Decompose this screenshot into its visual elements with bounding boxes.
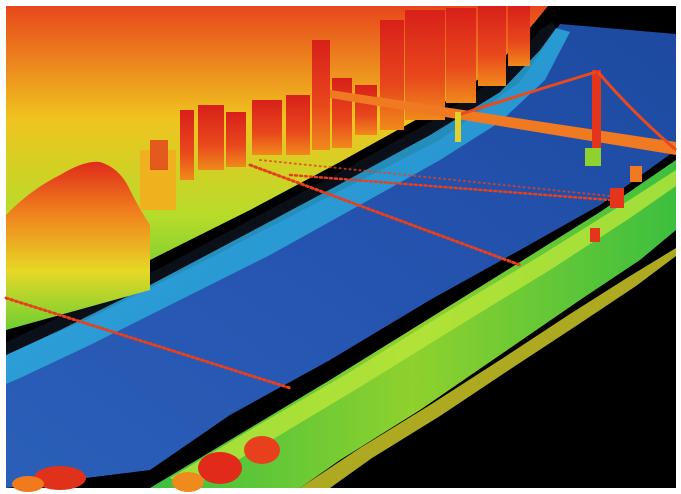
bridge-tower-base bbox=[585, 148, 601, 166]
bridge-pier bbox=[455, 112, 461, 142]
